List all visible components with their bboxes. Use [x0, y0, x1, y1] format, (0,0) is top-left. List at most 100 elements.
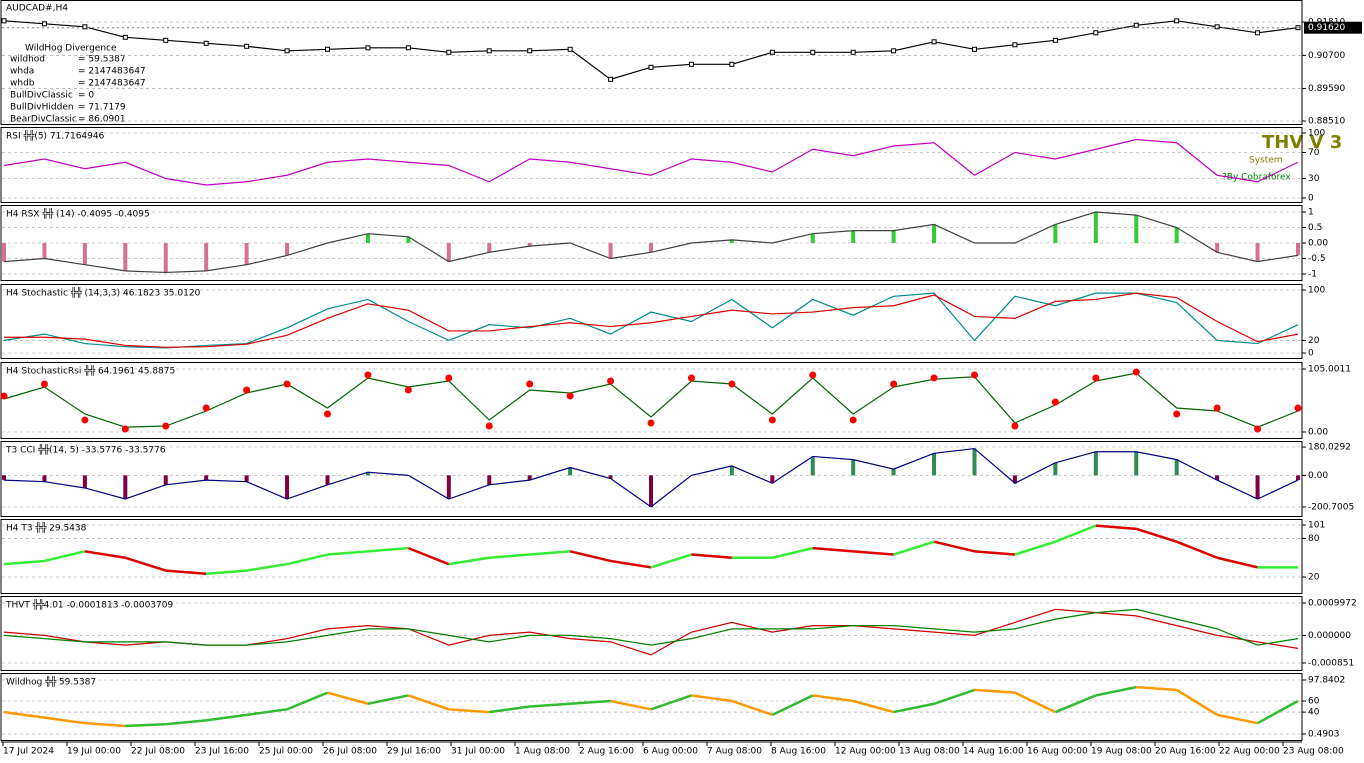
- logo-credit: ?By Cobraforex: [1222, 173, 1291, 183]
- candle: [688, 61, 694, 67]
- histogram-bar: [285, 475, 290, 500]
- dot: [162, 422, 170, 430]
- y-tick-label: 20: [1308, 336, 1320, 346]
- legend-key: BullDivHidden: [10, 103, 74, 113]
- candle: [122, 34, 128, 40]
- histogram-bar: [244, 243, 249, 265]
- trend-segment: [771, 694, 814, 716]
- y-tick-label: -200.7005: [1308, 503, 1354, 513]
- histogram-bar: [1093, 451, 1098, 476]
- histogram-bar: [851, 230, 856, 243]
- y-tick-label: 100: [1308, 129, 1325, 139]
- time-label: 23 Aug 08:00: [1283, 747, 1344, 757]
- histogram-bar: [204, 243, 209, 271]
- trend-segment: [933, 540, 975, 553]
- panel-title: THVT ╬╬4.01 -0.0001813 -0.0003709: [5, 599, 173, 611]
- dot: [283, 380, 291, 388]
- candle: [527, 48, 533, 54]
- time-label: 19 Aug 08:00: [1091, 747, 1152, 757]
- histogram-bar: [365, 233, 370, 243]
- trend-segment: [1014, 691, 1056, 714]
- indicator-line: [3, 608, 1299, 646]
- panel-title: H4 Stochastic ╬╬ (14,3,3) 46.1823 35.012…: [6, 287, 201, 299]
- histogram-bar: [1255, 475, 1260, 500]
- candle: [405, 45, 411, 51]
- trend-segment: [570, 699, 611, 706]
- trend-segment: [84, 550, 126, 559]
- panel-frame: [0, 284, 1303, 359]
- histogram-bar: [1012, 475, 1017, 484]
- trend-segment: [407, 546, 450, 566]
- legend-key: BearDivClassic: [10, 115, 77, 125]
- time-label: 1 Aug 08:00: [515, 747, 570, 757]
- time-label: 13 Aug 08:00: [899, 747, 960, 757]
- panel-frame: [0, 596, 1303, 671]
- trend-segment: [125, 723, 166, 728]
- y-tick-label: 0.0009972: [1308, 599, 1357, 609]
- time-label: 22 Jul 08:00: [131, 747, 185, 757]
- trend-segment: [853, 550, 894, 556]
- histogram-bar: [1296, 475, 1300, 481]
- dot: [687, 374, 695, 382]
- price-label: 0.91620: [1308, 23, 1345, 33]
- time-label: 7 Aug 08:00: [707, 747, 762, 757]
- trend-segment: [489, 553, 530, 559]
- trend-segment: [1136, 685, 1177, 692]
- histogram-bar: [649, 475, 653, 507]
- histogram-bar: [729, 239, 734, 243]
- trend-segment: [44, 550, 86, 563]
- dot: [566, 392, 574, 400]
- histogram-bar: [608, 243, 613, 259]
- legend-key: wildhod: [10, 55, 45, 65]
- y-tick-label: -0.5: [1308, 254, 1326, 264]
- histogram-bar: [1215, 243, 1220, 253]
- time-label: 12 Aug 00:00: [835, 747, 896, 757]
- trend-segment: [286, 691, 328, 711]
- candle: [284, 48, 290, 54]
- histogram-bar: [1215, 475, 1220, 481]
- legend-value: = 71.7179: [78, 103, 126, 113]
- trend-segment: [124, 556, 167, 572]
- histogram-bar: [1053, 224, 1058, 243]
- trend-segment: [974, 550, 1016, 556]
- y-tick-label: 30: [1308, 174, 1320, 184]
- trend-segment: [569, 550, 611, 563]
- price-box: [1304, 21, 1362, 34]
- indicator-line: [4, 292, 1299, 348]
- candle: [1214, 24, 1220, 30]
- y-tick-label: 0.5: [1308, 223, 1322, 233]
- histogram-bar: [487, 243, 492, 253]
- candle: [972, 46, 977, 52]
- y-tick-label: 0.00: [1308, 239, 1328, 249]
- y-tick-label: 0: [1308, 194, 1314, 204]
- histogram-bar: [972, 448, 977, 476]
- histogram-bar: [406, 236, 411, 243]
- y-tick-label: 0.88510: [1308, 117, 1345, 127]
- time-label: 20 Aug 16:00: [1155, 747, 1216, 757]
- candle: [486, 48, 492, 54]
- y-tick-label: 180.0292: [1308, 443, 1351, 453]
- trend-segment: [367, 546, 409, 553]
- time-label: 16 Aug 00:00: [1027, 747, 1088, 757]
- histogram-bar: [2, 243, 6, 262]
- dot: [364, 371, 372, 379]
- trend-segment: [933, 688, 975, 705]
- trend-segment: [731, 699, 773, 717]
- panel-frame: [0, 441, 1303, 517]
- histogram-bar: [163, 475, 168, 485]
- dot: [607, 377, 615, 385]
- histogram-bar: [932, 453, 937, 476]
- trend-segment: [1095, 685, 1137, 697]
- trend-segment: [1256, 699, 1299, 725]
- y-tick-label: 20: [1308, 573, 1320, 583]
- legend-title: WildHog Divergence: [25, 44, 117, 54]
- y-tick-label: 0.00: [1308, 428, 1328, 438]
- histogram-bar: [325, 475, 330, 485]
- panel-title: H4 RSX ╬╬ (14) -0.4095 -0.4095: [6, 208, 150, 220]
- panel-frame: [0, 519, 1303, 594]
- panel-title: H4 StochasticRsi ╬╬ 64.1961 45.8875: [6, 365, 175, 377]
- trend-segment: [974, 688, 1016, 694]
- candle: [365, 45, 371, 51]
- time-label: 19 Jul 00:00: [67, 747, 121, 757]
